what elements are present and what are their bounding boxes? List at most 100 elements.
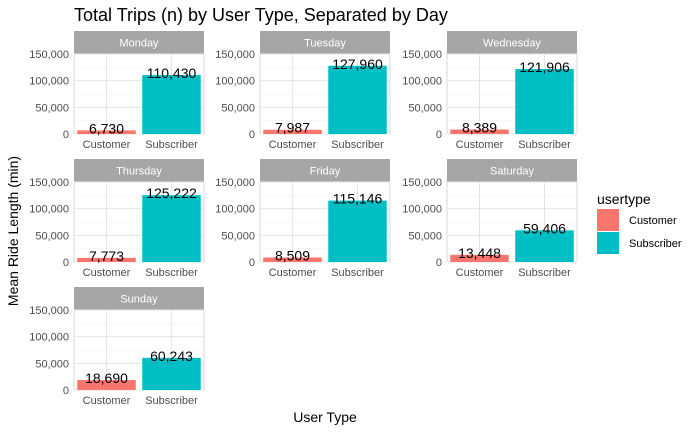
- y-tick-label: 50,000: [35, 358, 69, 370]
- y-tick-label: 150,000: [29, 49, 69, 61]
- bar-customer: [77, 380, 136, 390]
- bar-value-label: 13,448: [458, 245, 501, 261]
- bar-subscriber: [328, 200, 387, 262]
- x-tick-label: Subscriber: [331, 139, 384, 151]
- y-tick-label: 150,000: [215, 177, 255, 189]
- y-tick-label: 150,000: [402, 49, 442, 61]
- facet-strip-label: Friday: [310, 166, 341, 178]
- facet-strip: [74, 31, 204, 54]
- x-tick-label: Customer: [456, 267, 504, 279]
- facet-strip: [74, 287, 204, 310]
- facet-strip-label: Wednesday: [483, 38, 541, 50]
- legend-label-subscriber: Subscriber: [629, 238, 682, 250]
- y-tick-label: 100,000: [29, 204, 69, 216]
- bar-customer: [263, 129, 322, 134]
- x-tick-label: Subscriber: [518, 267, 571, 279]
- y-tick-label: 0: [63, 129, 69, 141]
- x-tick-label: Customer: [83, 139, 131, 151]
- facet-saturday: Saturday 0 50,000 100,000 150,000 13,448 Custo…: [402, 159, 578, 279]
- y-tick-label: 0: [436, 257, 442, 269]
- x-tick-label: Subscriber: [145, 395, 198, 407]
- bar-value-label: 127,960: [332, 56, 383, 72]
- x-tick-label: Customer: [456, 139, 504, 151]
- bar-value-label: 110,430: [147, 65, 197, 81]
- bar-subscriber: [142, 357, 201, 390]
- y-tick-label: 150,000: [215, 49, 255, 61]
- bar-customer: [450, 129, 509, 134]
- y-tick-label: 0: [249, 257, 255, 269]
- facet-monday: Monday 0 50,000 100,000 150,000 6,730 Customer…: [29, 31, 205, 151]
- y-tick-label: 100,000: [402, 204, 442, 216]
- facet-strip: [447, 31, 577, 54]
- x-tick-label: Subscriber: [145, 139, 198, 151]
- x-tick-label: Subscriber: [331, 267, 384, 279]
- bar-value-label: 6,730: [89, 120, 124, 136]
- facet-thursday: Thursday 0 50,000 100,000 150,000 7,773 Custom…: [29, 159, 205, 279]
- y-tick-label: 150,000: [29, 177, 69, 189]
- legend-title: usertype: [597, 191, 651, 207]
- facet-strip: [260, 31, 390, 54]
- y-tick-label: 100,000: [29, 76, 69, 88]
- legend-key-customer: [597, 209, 619, 231]
- x-axis-title: User Type: [293, 409, 357, 425]
- bar-subscriber: [515, 230, 574, 262]
- y-tick-label: 100,000: [29, 332, 69, 344]
- x-tick-label: Subscriber: [145, 267, 198, 279]
- y-tick-label: 50,000: [408, 230, 442, 242]
- facet-strip-label: Monday: [119, 38, 159, 50]
- facet-strip-label: Saturday: [490, 166, 535, 178]
- y-tick-label: 100,000: [215, 204, 255, 216]
- x-tick-label: Customer: [269, 139, 317, 151]
- y-tick-label: 0: [63, 257, 69, 269]
- y-tick-label: 50,000: [221, 230, 255, 242]
- bar-subscriber: [515, 68, 574, 134]
- bar-customer: [450, 254, 509, 262]
- facet-friday: Friday 0 50,000 100,000 150,000 8,509 Customer…: [215, 159, 391, 279]
- bar-subscriber: [142, 195, 201, 262]
- bar-value-label: 7,987: [275, 120, 310, 136]
- bar-subscriber: [328, 65, 387, 134]
- x-tick-label: Customer: [269, 267, 317, 279]
- y-tick-label: 150,000: [29, 305, 69, 317]
- y-tick-label: 0: [436, 129, 442, 141]
- legend-key-subscriber: [597, 232, 619, 254]
- x-tick-label: Customer: [83, 267, 131, 279]
- facet-strip-label: Thursday: [116, 166, 162, 178]
- bar-value-label: 18,690: [85, 370, 128, 386]
- facet-tuesday: Tuesday 0 50,000 100,000 150,000 7,987 Custome…: [215, 31, 391, 151]
- bar-value-label: 60,243: [150, 348, 193, 364]
- bar-customer: [77, 130, 136, 134]
- y-tick-label: 150,000: [402, 177, 442, 189]
- legend: usertype Customer Subscriber: [597, 191, 682, 254]
- y-tick-label: 50,000: [35, 102, 69, 114]
- y-tick-label: 100,000: [215, 76, 255, 88]
- facet-panels: Monday 0 50,000 100,000 150,000 6,730 Customer…: [29, 31, 578, 407]
- y-tick-label: 50,000: [408, 102, 442, 114]
- bar-value-label: 59,406: [523, 220, 566, 236]
- facet-strip-label: Tuesday: [304, 38, 346, 50]
- bar-value-label: 8,389: [462, 120, 497, 136]
- bar-value-label: 7,773: [89, 248, 124, 264]
- bar-value-label: 121,906: [519, 59, 570, 75]
- y-tick-label: 0: [63, 385, 69, 397]
- y-tick-label: 0: [249, 129, 255, 141]
- bar-subscriber: [142, 75, 201, 134]
- bar-value-label: 115,146: [333, 191, 383, 207]
- bar-customer: [263, 257, 322, 262]
- bar-value-label: 8,509: [275, 247, 310, 263]
- facet-strip: [74, 159, 204, 182]
- legend-label-customer: Customer: [629, 215, 677, 227]
- y-tick-label: 50,000: [35, 230, 69, 242]
- x-tick-label: Subscriber: [518, 139, 571, 151]
- y-axis-title: Mean Ride Length (min): [5, 156, 21, 306]
- x-tick-label: Customer: [83, 395, 131, 407]
- facet-strip: [447, 159, 577, 182]
- facet-wednesday: Wednesday 0 50,000 100,000 150,000 8,389 Custo…: [402, 31, 578, 151]
- bar-value-label: 125,222: [146, 185, 197, 201]
- facet-sunday: Sunday 0 50,000 100,000 150,000 18,690 Custome…: [29, 287, 205, 407]
- bar-customer: [77, 257, 136, 262]
- y-tick-label: 100,000: [402, 76, 442, 88]
- y-tick-label: 50,000: [221, 102, 255, 114]
- chart-title: Total Trips (n) by User Type, Separated …: [74, 5, 448, 25]
